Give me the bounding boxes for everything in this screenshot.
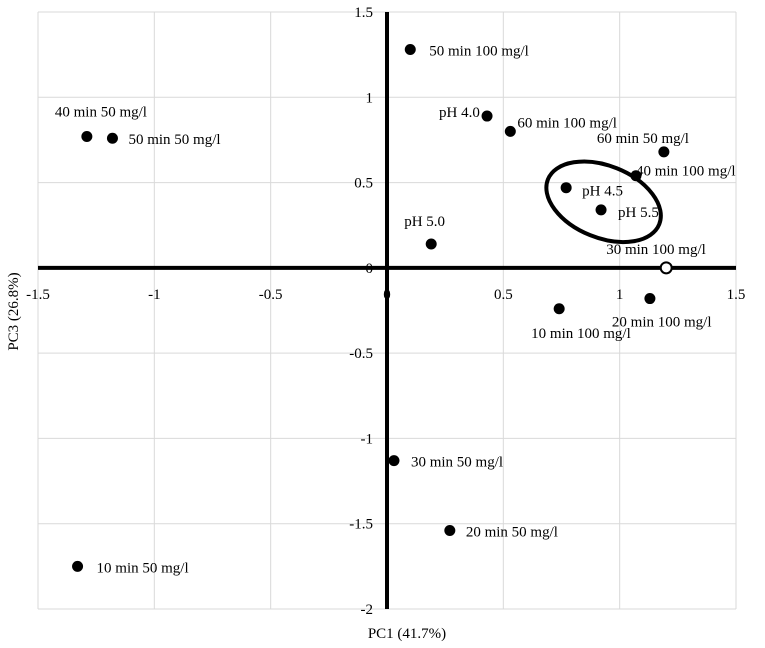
data-point (481, 110, 493, 122)
data-points (72, 44, 673, 572)
data-point (388, 455, 400, 467)
point-label: 50 min 50 mg/l (128, 132, 220, 148)
point-label: 10 min 100 mg/l (531, 326, 631, 342)
axes (38, 12, 736, 609)
x-tick-label: -1.5 (26, 287, 50, 303)
point-label: pH 4.5 (582, 184, 623, 200)
point-label: pH 5.0 (404, 214, 445, 230)
data-point (425, 238, 437, 250)
data-point (81, 131, 93, 143)
data-point (595, 204, 607, 216)
x-tick-label: 1.5 (727, 287, 746, 303)
point-labels: 50 min 100 mg/l 40 min 50 mg/l 50 min 50 m… (55, 44, 736, 577)
x-tick-label: -0.5 (259, 287, 283, 303)
y-tick-label: 1 (366, 90, 374, 106)
x-tick-label: 0 (383, 287, 391, 303)
tick-labels: -1.5 -1 -0.5 0 0.5 1 1.5 -2 -1.5 -1 -0.5 0 0.5 1 1.5 (26, 5, 745, 618)
y-axis-title: PC3 (26.8%) (6, 272, 22, 350)
y-tick-label: -0.5 (349, 346, 373, 362)
data-point (404, 44, 416, 56)
y-tick-label: -2 (361, 602, 374, 618)
y-tick-label: 0 (366, 261, 374, 277)
x-tick-label: -1 (148, 287, 161, 303)
data-point (444, 525, 456, 537)
x-tick-label: 0.5 (494, 287, 513, 303)
highlight-group (544, 159, 663, 245)
data-point (72, 560, 84, 572)
point-label: 30 min 100 mg/l (606, 242, 706, 258)
point-label: pH 5.5 (618, 205, 659, 221)
y-tick-label: -1 (361, 431, 374, 447)
y-tick-label: -1.5 (349, 517, 373, 533)
data-point (644, 293, 656, 305)
point-label: 50 min 100 mg/l (429, 44, 529, 60)
data-point (553, 303, 565, 315)
data-point (560, 182, 572, 194)
point-label: 20 min 50 mg/l (466, 525, 558, 541)
point-label: 20 min 100 mg/l (612, 315, 712, 331)
x-tick-label: 1 (616, 287, 624, 303)
point-label: 10 min 50 mg/l (97, 560, 189, 576)
point-label: 30 min 50 mg/l (411, 455, 503, 471)
data-point (504, 125, 516, 137)
point-label: pH 4.0 (439, 105, 480, 121)
point-label: 40 min 100 mg/l (636, 164, 736, 180)
point-label: 40 min 50 mg/l (55, 105, 147, 121)
data-point (659, 261, 673, 275)
data-point (106, 132, 118, 144)
point-label: 60 min 50 mg/l (597, 131, 689, 147)
point-label: 60 min 100 mg/l (517, 115, 617, 131)
y-tick-label: 1.5 (354, 5, 373, 21)
data-point (658, 146, 670, 158)
x-axis-title: PC1 (41.7%) (368, 626, 446, 642)
y-tick-label: 0.5 (354, 176, 373, 192)
highlight-ellipse (544, 159, 663, 245)
